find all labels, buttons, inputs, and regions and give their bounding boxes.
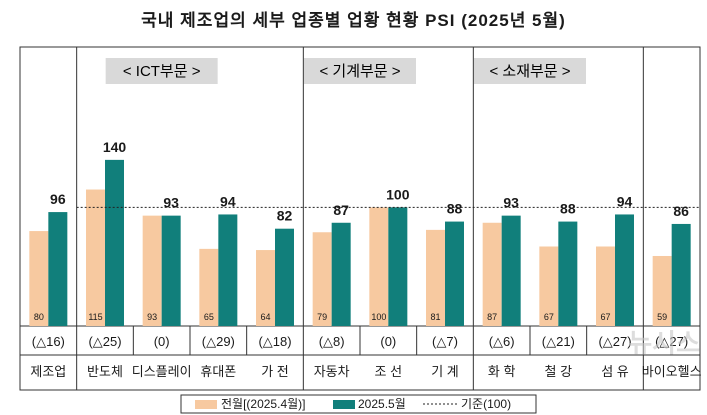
bar-prev-value: 93 <box>147 312 157 322</box>
diff-label: (△6) <box>489 334 515 349</box>
bar-curr-value: 88 <box>560 201 576 217</box>
category-label: 반도체 <box>87 364 123 379</box>
category-label: 제조업 <box>30 364 66 379</box>
category-label: 바이오헬스 <box>642 364 702 379</box>
bar-prev-value: 115 <box>88 312 102 322</box>
bar-curr-value: 88 <box>447 201 463 217</box>
bar-labels: 80 96 (△16) 제조업 115 140 (△25) 반도체 93 93 (0) 디스플레이 65… <box>30 139 701 379</box>
section-label: < ICT부문 > <box>123 63 201 80</box>
bar-prev <box>199 248 219 326</box>
bar-prev-value: 59 <box>657 312 667 322</box>
diff-label: (0) <box>154 334 170 349</box>
diff-label: (△29) <box>202 334 235 349</box>
bar-prev <box>539 246 559 326</box>
chart-title: 국내 제조업의 세부 업종별 업황 현황 PSI (2025년 5월) <box>141 11 566 30</box>
diff-label: (△27) <box>598 334 631 349</box>
bar-curr <box>501 215 521 326</box>
category-label: 섬 유 <box>601 364 629 379</box>
category-label: 화 학 <box>488 364 516 379</box>
bar-curr <box>671 223 691 326</box>
bar-prev <box>312 232 332 326</box>
section-label-box <box>105 58 218 84</box>
bar-prev <box>29 231 49 326</box>
legend-label-base: 기준(100) <box>461 397 511 411</box>
category-label: 디스플레이 <box>132 364 192 379</box>
bar-prev <box>369 207 389 326</box>
bars <box>29 159 691 326</box>
chart-frame <box>19 46 701 391</box>
section-label: < 소재부문 > <box>489 63 570 80</box>
legend-swatch-prev <box>195 400 217 409</box>
bar-curr <box>388 207 408 326</box>
bar-curr-value: 96 <box>50 191 66 207</box>
bar-prev <box>596 246 615 326</box>
bar-curr-value: 100 <box>386 186 410 202</box>
bar-prev <box>256 250 275 326</box>
bar-prev-value: 87 <box>487 312 497 322</box>
bar-curr-value: 93 <box>503 195 519 211</box>
legend-swatch-curr <box>333 400 355 409</box>
bar-curr <box>48 212 68 326</box>
diff-label: (0) <box>380 334 396 349</box>
bar-prev-value: 67 <box>600 312 610 322</box>
bar-prev-value: 64 <box>260 312 270 322</box>
category-label: 가 전 <box>261 364 289 379</box>
bar-curr <box>105 159 124 326</box>
bar-prev-value: 81 <box>430 312 440 322</box>
bar-curr <box>331 222 351 326</box>
bar-prev <box>652 255 672 326</box>
diff-label: (△7) <box>432 334 458 349</box>
bar-curr-value: 94 <box>220 193 236 209</box>
diff-label: (△27) <box>655 334 688 349</box>
diff-label: (△16) <box>32 334 65 349</box>
bar-prev <box>86 189 105 326</box>
bar-curr <box>218 214 238 326</box>
category-label: 기 계 <box>431 364 459 379</box>
bar-curr-value: 94 <box>617 193 633 209</box>
bar-curr <box>275 228 294 326</box>
bar-curr <box>161 215 181 326</box>
diff-label: (△8) <box>319 334 345 349</box>
bar-prev-value: 100 <box>371 312 386 322</box>
category-label: 철 강 <box>545 364 573 379</box>
section-label-box <box>304 58 416 84</box>
bar-curr-value: 140 <box>103 139 127 155</box>
category-label: 자동차 <box>314 364 350 379</box>
legend-box <box>180 394 537 414</box>
bar-prev <box>482 222 502 326</box>
section-label: < 기계부문 > <box>319 63 400 80</box>
bar-curr-value: 87 <box>333 202 349 218</box>
diff-label: (△21) <box>542 334 575 349</box>
category-label: 조 선 <box>375 364 403 379</box>
bar-prev-value: 79 <box>317 312 327 322</box>
watermark-logo: 뉴시스 <box>628 328 700 358</box>
bar-curr <box>445 221 464 326</box>
diff-label: (△18) <box>258 334 291 349</box>
category-label: 휴대폰 <box>200 364 236 379</box>
bar-curr-value: 93 <box>163 195 179 211</box>
legend-label-prev: 전월[(2025.4월)] <box>221 397 305 411</box>
bar-prev <box>426 229 445 326</box>
section-labels: < ICT부문 > < 기계부문 > < 소재부문 > <box>105 58 586 84</box>
bar-prev-value: 65 <box>204 312 214 322</box>
outer-frame <box>19 46 701 391</box>
bar-prev-value: 80 <box>34 312 44 322</box>
bar-curr <box>615 214 634 326</box>
bar-curr <box>558 221 578 326</box>
bar-prev-value: 67 <box>544 312 554 322</box>
legend-label-curr: 2025.5월 <box>358 397 406 411</box>
diff-label: (△25) <box>88 334 121 349</box>
bar-curr-value: 82 <box>277 208 293 224</box>
bar-curr-value: 86 <box>673 203 689 219</box>
section-label-box <box>474 58 586 84</box>
legend: 전월[(2025.4월)] 2025.5월 기준(100) <box>180 394 537 414</box>
bar-prev <box>142 215 162 326</box>
